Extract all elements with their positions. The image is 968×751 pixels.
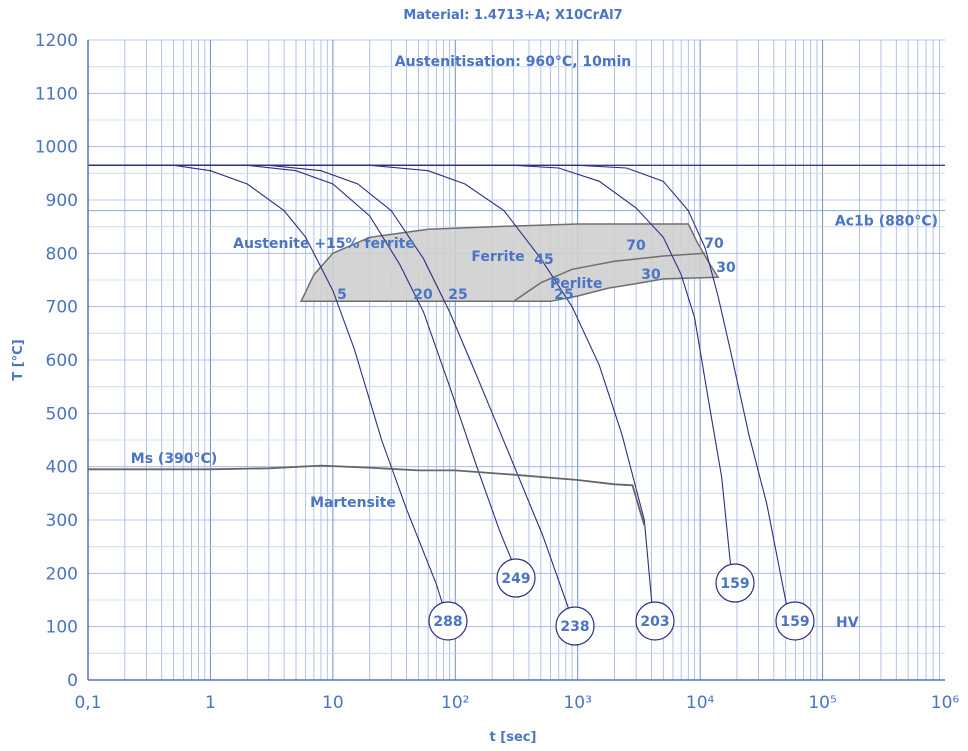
cooling-curve-3 <box>88 164 576 627</box>
y-tick-label: 1000 <box>35 138 78 158</box>
percent-label: 25 <box>448 287 467 303</box>
transformation-regions <box>299 223 720 303</box>
percent-label: 30 <box>641 267 661 283</box>
y-tick-label: 500 <box>46 404 78 424</box>
tick-labels: 0100200300400500600700800900100011001200… <box>35 31 960 713</box>
transformation-region <box>299 223 720 303</box>
cooling-curve-2 <box>88 164 518 574</box>
reference-lines: Ac1b (880°C) <box>88 164 945 230</box>
y-tick-label: 1200 <box>35 31 78 51</box>
percent-label: 70 <box>626 238 646 254</box>
y-tick-label: 900 <box>46 191 78 211</box>
y-tick-label: 800 <box>46 244 78 264</box>
cooling-curve-1 <box>88 164 451 627</box>
y-tick-label: 200 <box>46 564 78 584</box>
axes <box>87 40 945 681</box>
hardness-value: 159 <box>720 576 749 592</box>
percent-label: 45 <box>534 252 553 268</box>
hardness-marker-circle <box>715 563 755 603</box>
x-tick-label: 1 <box>205 693 216 713</box>
grid <box>87 39 945 680</box>
y-tick-label: 100 <box>46 618 78 638</box>
x-tick-label: 10⁵ <box>808 693 836 713</box>
hardness-value: 288 <box>433 614 462 630</box>
region-label: Ms (390°C) <box>131 451 217 467</box>
y-tick-label: 1100 <box>35 84 78 104</box>
hardness-value: 238 <box>560 619 589 635</box>
percent-label: 20 <box>413 287 433 303</box>
x-axis-label: t [sec] <box>490 730 537 745</box>
region-label: Perlite <box>550 276 602 292</box>
cooling-curve-4 <box>88 164 655 627</box>
annotation-labels: Austenite +15% ferrite Ferrite Perlite Mart… <box>131 236 736 511</box>
y-tick-label: 600 <box>46 351 78 371</box>
x-tick-label: 0,1 <box>74 693 101 713</box>
x-tick-label: 10² <box>441 693 469 713</box>
hardness-markers: 288 249 238 203 159 159 HV <box>428 558 859 646</box>
chart-title: Material: 1.4713+A; X10CrAl7 <box>403 8 622 23</box>
x-tick-label: 10⁴ <box>686 693 715 713</box>
hardness-marker-circle <box>635 601 675 641</box>
hardness-value: 159 <box>780 614 809 630</box>
hardness-value: 249 <box>501 571 530 587</box>
percent-label: 70 <box>704 236 724 252</box>
hardness-marker-circle <box>428 601 468 641</box>
x-tick-label: 10⁶ <box>931 693 960 713</box>
x-tick-label: 10³ <box>563 693 591 713</box>
ms-line-group <box>88 464 646 526</box>
cooling-curve-6 <box>88 164 792 627</box>
ms-line <box>88 464 646 526</box>
cooling-curves <box>88 164 792 627</box>
y-tick-label: 400 <box>46 458 78 478</box>
x-tick-label: 10 <box>322 693 344 713</box>
y-tick-label: 0 <box>67 671 78 691</box>
pearlite-boundary <box>513 252 706 302</box>
hardness-marker-circle <box>496 558 536 598</box>
hv-unit-label: HV <box>836 615 859 631</box>
y-tick-label: 300 <box>46 511 78 531</box>
hardness-marker-circle <box>555 606 595 646</box>
percent-label: 25 <box>554 287 573 303</box>
chart-subtitle: Austenitisation: 960°C, 10min <box>395 54 631 70</box>
percent-label: 5 <box>337 287 347 303</box>
percent-label: 30 <box>716 260 736 276</box>
region-label: Austenite +15% ferrite <box>233 236 415 252</box>
y-axis-label: T [°C] <box>11 339 26 380</box>
y-tick-label: 700 <box>46 298 78 318</box>
cooling-curve-5 <box>88 164 732 574</box>
hardness-value: 203 <box>640 614 669 630</box>
region-label: Martensite <box>310 495 396 511</box>
hardness-marker-circle <box>775 601 815 641</box>
ac1b-label: Ac1b (880°C) <box>835 214 938 230</box>
region-label: Ferrite <box>471 249 524 265</box>
